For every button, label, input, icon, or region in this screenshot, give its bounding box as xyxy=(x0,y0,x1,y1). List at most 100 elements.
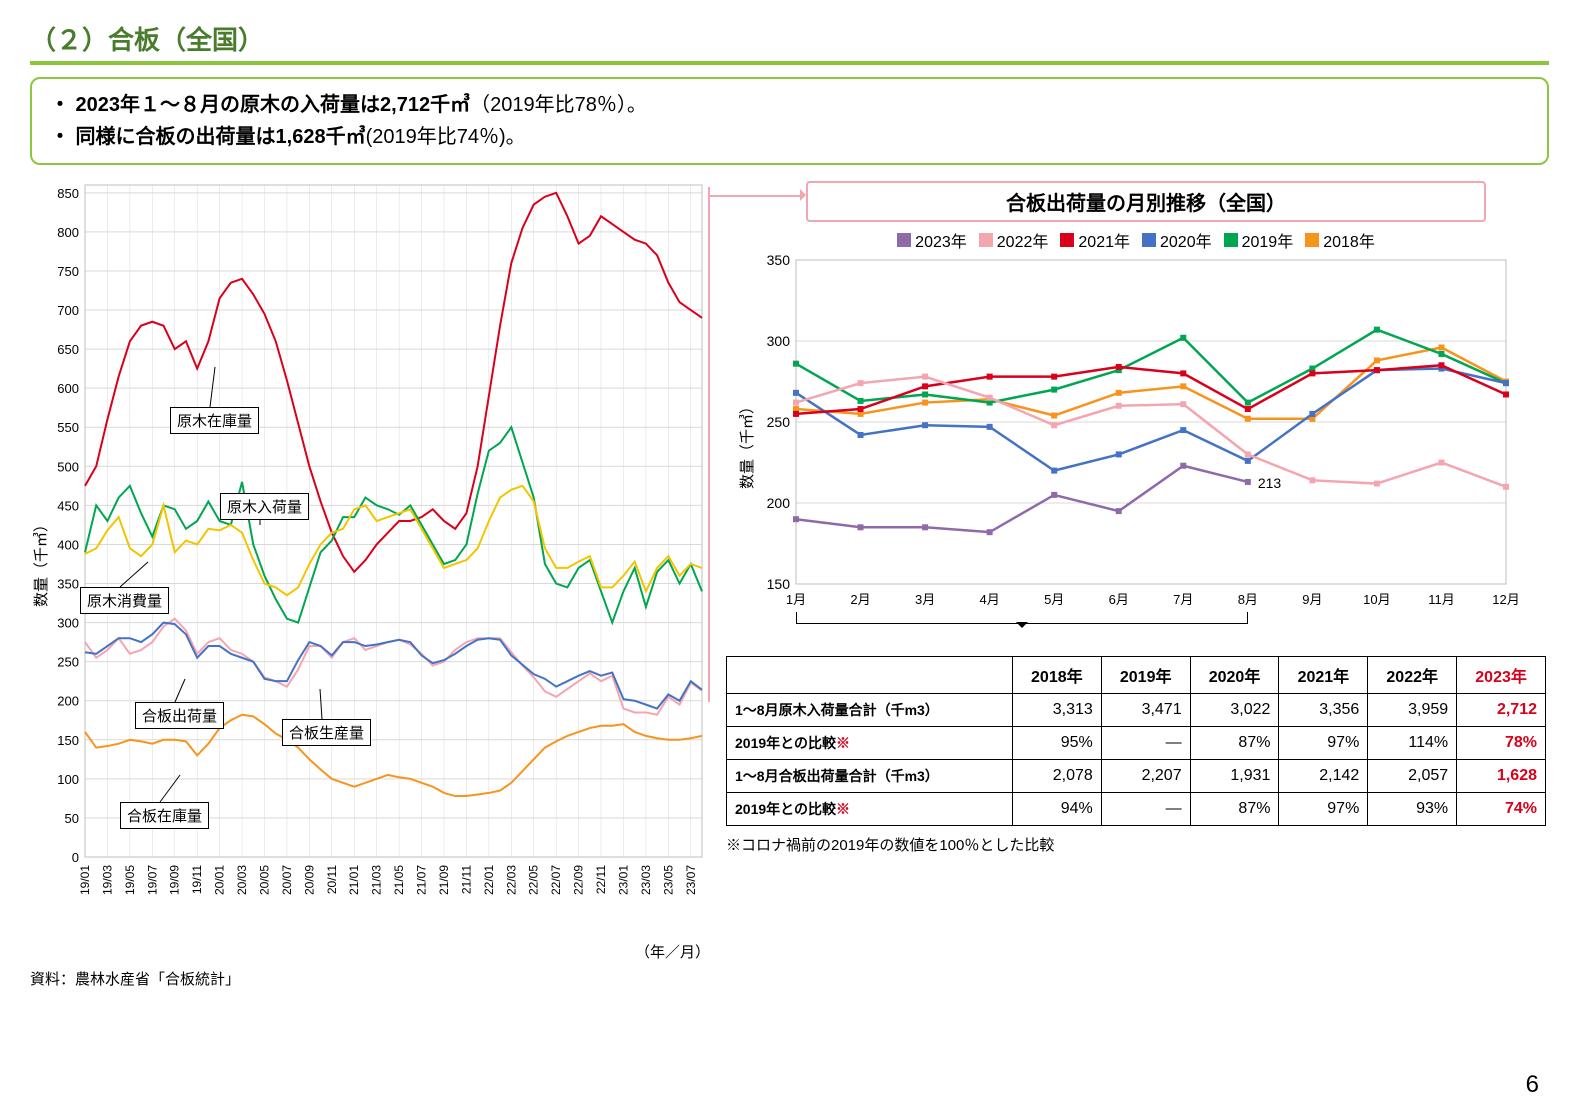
table-row-header: 1～8月原木入荷量合計（千m3） xyxy=(727,694,1013,727)
svg-text:22/09: 22/09 xyxy=(572,865,586,895)
svg-text:19/05: 19/05 xyxy=(123,865,137,895)
svg-text:9月: 9月 xyxy=(1302,592,1322,607)
svg-text:5月: 5月 xyxy=(1044,592,1064,607)
table-header: 2018年 xyxy=(1012,657,1101,694)
table-cell: 2,078 xyxy=(1012,760,1101,793)
svg-text:20/07: 20/07 xyxy=(280,865,294,895)
series-label: 合板在庫量 xyxy=(120,802,209,829)
main-y-axis-label: 数量（千㎥） xyxy=(30,517,51,607)
series-label: 原木入荷量 xyxy=(220,493,309,520)
table-row-header: 2019年との比較※ xyxy=(727,793,1013,826)
table-cell: ― xyxy=(1101,727,1190,760)
legend-item: 2023年 xyxy=(897,228,967,252)
table-cell: 3,313 xyxy=(1012,694,1101,727)
svg-text:20/03: 20/03 xyxy=(235,865,249,895)
summary-table: 2018年2019年2020年2021年2022年2023年1～8月原木入荷量合… xyxy=(726,656,1546,826)
svg-text:450: 450 xyxy=(57,498,79,513)
connector-line-v xyxy=(708,187,710,702)
sub-chart-title: 合板出荷量の月別推移（全国） xyxy=(806,181,1486,222)
series-label: 合板出荷量 xyxy=(135,702,224,729)
sub-chart-svg: 1502002503003501月2月3月4月5月6月7月8月9月10月11月1… xyxy=(726,254,1536,624)
table-header xyxy=(727,657,1013,694)
summary-line2-bold: ・ 同様に合板の出荷量は1,628千㎥ xyxy=(50,126,366,148)
table-cell: 2,142 xyxy=(1279,760,1368,793)
legend-item: 2021年 xyxy=(1060,228,1130,252)
table-cell: 1,628 xyxy=(1457,760,1546,793)
svg-text:300: 300 xyxy=(767,333,791,349)
svg-text:4月: 4月 xyxy=(980,592,1000,607)
svg-text:350: 350 xyxy=(767,254,791,268)
svg-text:200: 200 xyxy=(57,694,79,709)
svg-text:21/05: 21/05 xyxy=(392,865,406,895)
svg-text:7月: 7月 xyxy=(1173,592,1193,607)
table-cell: 2,057 xyxy=(1368,760,1457,793)
table-row-header: 2019年との比較※ xyxy=(727,727,1013,760)
series-label: 原木在庫量 xyxy=(170,407,259,434)
svg-text:12月: 12月 xyxy=(1492,592,1519,607)
sub-y-axis-label: 数量（千㎥） xyxy=(736,399,757,489)
svg-text:21/11: 21/11 xyxy=(459,865,473,894)
summary-line1-rest: （2019年比78％）。 xyxy=(470,94,647,116)
svg-text:600: 600 xyxy=(57,381,79,396)
svg-text:150: 150 xyxy=(57,733,79,748)
svg-text:22/11: 22/11 xyxy=(594,865,608,894)
svg-text:2月: 2月 xyxy=(850,592,870,607)
legend-item: 2018年 xyxy=(1305,228,1375,252)
table-row-header: 1～8月合板出荷量合計（千m3） xyxy=(727,760,1013,793)
svg-text:250: 250 xyxy=(767,414,791,430)
svg-text:3月: 3月 xyxy=(915,592,935,607)
legend-item: 2022年 xyxy=(979,228,1049,252)
svg-text:22/03: 22/03 xyxy=(504,865,518,895)
table-header: 2021年 xyxy=(1279,657,1368,694)
table-cell: 87% xyxy=(1190,727,1279,760)
table-cell: 95% xyxy=(1012,727,1101,760)
table-cell: ― xyxy=(1101,793,1190,826)
svg-text:21/03: 21/03 xyxy=(370,865,384,895)
table-cell: 3,471 xyxy=(1101,694,1190,727)
table-cell: 78% xyxy=(1457,727,1546,760)
svg-text:11月: 11月 xyxy=(1428,592,1455,607)
svg-text:850: 850 xyxy=(57,186,79,201)
svg-text:22/07: 22/07 xyxy=(549,865,563,895)
svg-text:750: 750 xyxy=(57,264,79,279)
main-chart: 0501001502002503003504004505005506006507… xyxy=(30,177,710,947)
svg-text:21/01: 21/01 xyxy=(347,865,361,895)
table-cell: 74% xyxy=(1457,793,1546,826)
page-number: 6 xyxy=(1526,1071,1539,1099)
svg-text:100: 100 xyxy=(57,772,79,787)
table-cell: 114% xyxy=(1368,727,1457,760)
svg-text:19/09: 19/09 xyxy=(168,865,182,895)
table-cell: 1,931 xyxy=(1190,760,1279,793)
svg-text:0: 0 xyxy=(72,850,79,865)
svg-text:700: 700 xyxy=(57,303,79,318)
svg-text:250: 250 xyxy=(57,655,79,670)
svg-text:22/01: 22/01 xyxy=(482,865,496,895)
svg-text:20/11: 20/11 xyxy=(325,865,339,894)
svg-text:300: 300 xyxy=(57,616,79,631)
svg-text:19/07: 19/07 xyxy=(145,865,159,895)
sub-chart-legend: 2023年2022年2021年2020年2019年2018年 xyxy=(786,228,1486,252)
table-header: 2020年 xyxy=(1190,657,1279,694)
table-header: 2023年 xyxy=(1457,657,1546,694)
table-cell: 97% xyxy=(1279,793,1368,826)
svg-text:213: 213 xyxy=(1258,475,1282,491)
summary-box: ・ 2023年１～８月の原木の入荷量は2,712千㎥（2019年比78％）。 ・… xyxy=(30,77,1549,165)
svg-text:50: 50 xyxy=(65,811,79,826)
table-cell: 3,356 xyxy=(1279,694,1368,727)
svg-text:400: 400 xyxy=(57,537,79,552)
svg-text:19/03: 19/03 xyxy=(100,865,114,895)
svg-text:6月: 6月 xyxy=(1109,592,1129,607)
svg-text:23/07: 23/07 xyxy=(684,865,698,895)
connector-arrow xyxy=(800,189,812,201)
svg-text:10月: 10月 xyxy=(1363,592,1390,607)
svg-text:1月: 1月 xyxy=(786,592,806,607)
svg-text:19/01: 19/01 xyxy=(78,865,92,895)
svg-text:19/11: 19/11 xyxy=(190,865,204,894)
legend-item: 2019年 xyxy=(1224,228,1294,252)
table-header: 2019年 xyxy=(1101,657,1190,694)
table-footnote: ※コロナ禍前の2019年の数値を100％とした比較 xyxy=(726,834,1546,855)
svg-text:8月: 8月 xyxy=(1238,592,1258,607)
table-cell: 2,207 xyxy=(1101,760,1190,793)
table-cell: 2,712 xyxy=(1457,694,1546,727)
svg-text:21/07: 21/07 xyxy=(415,865,429,895)
